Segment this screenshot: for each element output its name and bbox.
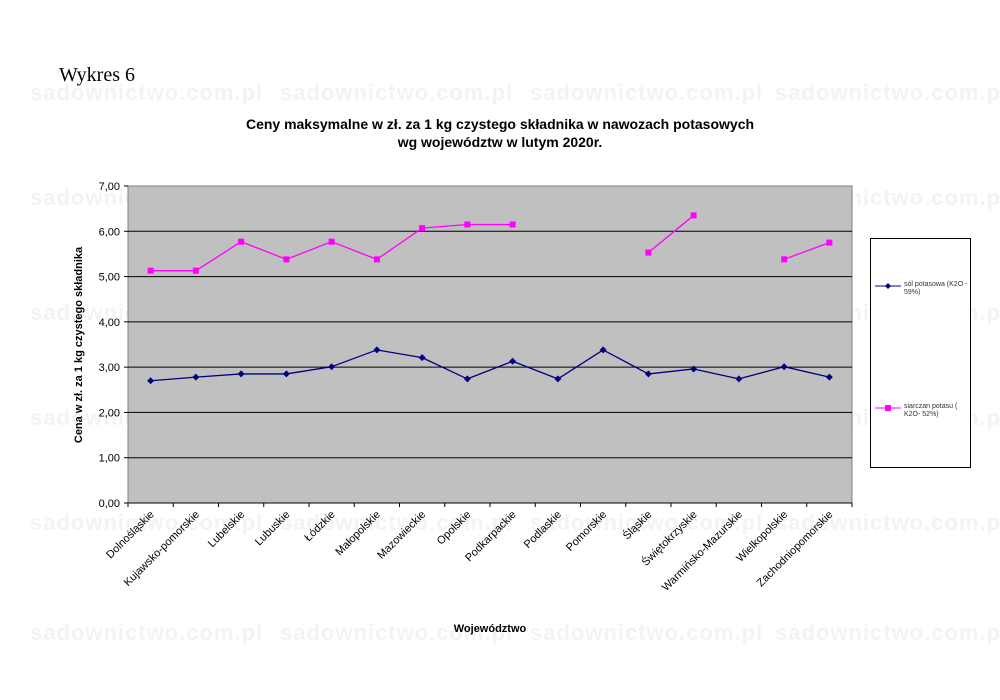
y-tick-label: 6,00 bbox=[99, 226, 120, 238]
series-1-point bbox=[509, 357, 517, 365]
series-1-point bbox=[237, 370, 245, 378]
series-2-point bbox=[464, 221, 471, 228]
series-2-point bbox=[238, 238, 245, 245]
x-tick-label: Mazowieckie bbox=[375, 509, 428, 562]
series-1-line-segment bbox=[512, 360, 559, 380]
series-1-line-segment bbox=[557, 349, 604, 380]
series-2-point bbox=[192, 267, 199, 274]
series-2-point bbox=[781, 256, 788, 263]
series-1-point bbox=[780, 363, 788, 371]
series-1-point bbox=[690, 365, 698, 373]
series-2-point bbox=[373, 256, 380, 263]
x-tick-label: Małopolskie bbox=[333, 509, 383, 559]
series-1-line-segment bbox=[648, 368, 694, 375]
series-1-line-segment bbox=[195, 373, 242, 378]
x-axis-title: Województwo bbox=[454, 623, 527, 635]
series-2-point bbox=[690, 212, 697, 219]
series-1-line-segment bbox=[467, 360, 513, 380]
y-tick-label: 0,00 bbox=[99, 498, 120, 510]
y-tick-label: 3,00 bbox=[99, 362, 120, 374]
chart-title-line1: Ceny maksymalne w zł. za 1 kg czystego s… bbox=[245, 116, 755, 132]
x-tick-label: Zachodniopomorskie bbox=[755, 509, 836, 590]
plot-area bbox=[127, 185, 853, 504]
legend-label: siarczan potasu ( K2O- 52%) bbox=[904, 403, 958, 418]
series-1-point bbox=[282, 370, 290, 378]
series-2-point bbox=[419, 225, 426, 232]
y-tick-label: 7,00 bbox=[99, 181, 120, 193]
figure-label: Wykres 6 bbox=[59, 64, 135, 86]
y-tick-label: 1,00 bbox=[99, 453, 120, 465]
series-1-line-segment bbox=[738, 366, 785, 380]
series-2-point bbox=[283, 256, 290, 263]
series-2-line-segment bbox=[422, 223, 468, 229]
series-1-point bbox=[418, 354, 426, 362]
series-1-point bbox=[644, 370, 652, 378]
legend-marker-diamond bbox=[875, 283, 901, 289]
x-tick-label: Warmińsko-Mazurskie bbox=[660, 509, 745, 594]
series-2-line-segment bbox=[376, 227, 423, 260]
series-2-line-segment bbox=[331, 241, 378, 260]
series-1-point bbox=[373, 346, 381, 354]
chart-legend: sól potasowa (K2O - 59%) siarczan potasu… bbox=[870, 238, 971, 468]
series-2-line-segment bbox=[647, 214, 695, 254]
x-tick-label: Podlaskie bbox=[522, 509, 564, 551]
series-1-line-segment bbox=[150, 376, 196, 382]
chart-title-line2: wg województw w lutym 2020r. bbox=[397, 134, 603, 150]
series-1-line-segment bbox=[376, 349, 423, 359]
legend-marker-square bbox=[875, 405, 901, 411]
series-2-point bbox=[645, 249, 652, 256]
series-2-point bbox=[147, 267, 154, 274]
series-2-point bbox=[509, 221, 516, 228]
series-1-point bbox=[735, 375, 743, 383]
series-2-point bbox=[328, 238, 335, 245]
x-tick-label: Lubelskie bbox=[206, 509, 247, 550]
series-1-line-segment bbox=[286, 366, 332, 375]
series-1-line-segment bbox=[331, 349, 378, 368]
x-tick-label: Łódzkie bbox=[302, 509, 337, 544]
y-tick-label: 4,00 bbox=[99, 317, 120, 329]
y-tick-label: 2,00 bbox=[99, 407, 120, 419]
series-1-line-segment bbox=[783, 366, 830, 378]
x-tick-label: Pomorskie bbox=[564, 509, 609, 554]
series-1-point bbox=[825, 373, 833, 381]
x-tick-label: Śląskie bbox=[620, 508, 654, 542]
x-tick-label: Kujawsko-pomorskie bbox=[122, 509, 202, 589]
series-2-line-segment bbox=[240, 241, 287, 260]
series-2-point bbox=[826, 239, 833, 246]
series-1-point bbox=[554, 375, 562, 383]
series-1-point bbox=[192, 373, 200, 381]
x-tick-label: Lubuskie bbox=[253, 509, 293, 549]
series-1-line-segment bbox=[602, 349, 649, 375]
series-2-line-segment bbox=[286, 241, 332, 260]
series-1-point bbox=[328, 363, 336, 371]
series-1-line-segment bbox=[421, 357, 468, 380]
series-1-point bbox=[147, 377, 155, 385]
series-2-line-segment bbox=[783, 241, 830, 260]
y-tick-label: 5,00 bbox=[99, 272, 120, 284]
series-1-line-segment bbox=[693, 368, 740, 380]
series-1-point bbox=[463, 375, 471, 383]
x-tick-label: Opolskie bbox=[435, 509, 474, 548]
y-axis-title: Cena w zł. za 1 kg czystego składnika bbox=[73, 246, 85, 443]
legend-label: sól potasowa (K2O - 59%) bbox=[904, 281, 968, 296]
series-1-point bbox=[599, 346, 607, 354]
series-2-line-segment bbox=[195, 241, 242, 272]
